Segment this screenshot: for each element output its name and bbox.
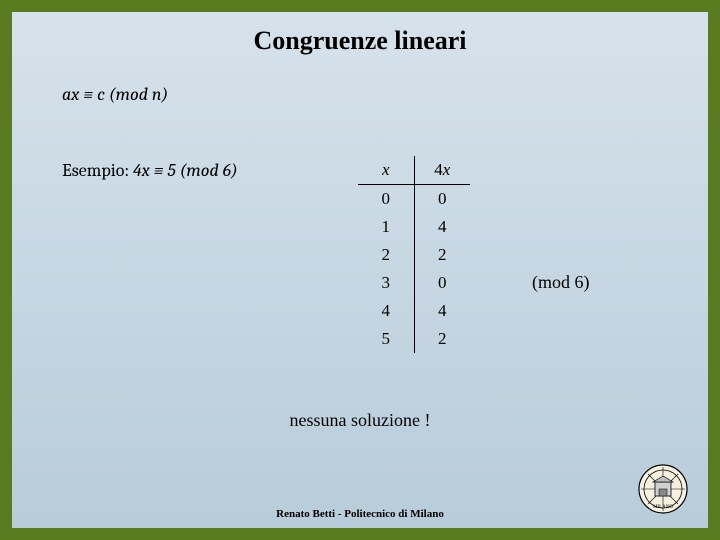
table-row: 22 (358, 241, 470, 269)
table-row: 00 (358, 185, 470, 214)
slide-title: Congruenze lineari (12, 12, 708, 56)
svg-text:MILANO: MILANO (653, 505, 673, 510)
example-formula: Esempio: 4x ≡ 5 (mod 6) (62, 160, 238, 181)
col-header-x: x (358, 156, 414, 185)
col-header-4x: 4x (414, 156, 470, 185)
polimi-logo-icon: MILANO (636, 462, 690, 516)
congruence-formula: ax ≡ c (mod n) (62, 84, 168, 105)
conclusion-text: nessuna soluzione ! (12, 410, 708, 431)
table-row: 52 (358, 325, 470, 353)
table-row: 30 (358, 269, 470, 297)
slide-frame: Congruenze lineari ax ≡ c (mod n) Esempi… (0, 0, 720, 540)
example-prefix: Esempio: (62, 160, 133, 181)
slide-body: Congruenze lineari ax ≡ c (mod n) Esempi… (12, 12, 708, 528)
example-body: 4x ≡ 5 (mod 6) (133, 160, 238, 181)
table-header-row: x 4x (358, 156, 470, 185)
table-row: 44 (358, 297, 470, 325)
footer-author: Renato Betti - Politecnico di Milano (12, 508, 708, 520)
values-table: x 4x 00 14 22 30 44 52 (358, 156, 470, 353)
table-row: 14 (358, 213, 470, 241)
mod-annotation: (mod 6) (532, 272, 590, 293)
